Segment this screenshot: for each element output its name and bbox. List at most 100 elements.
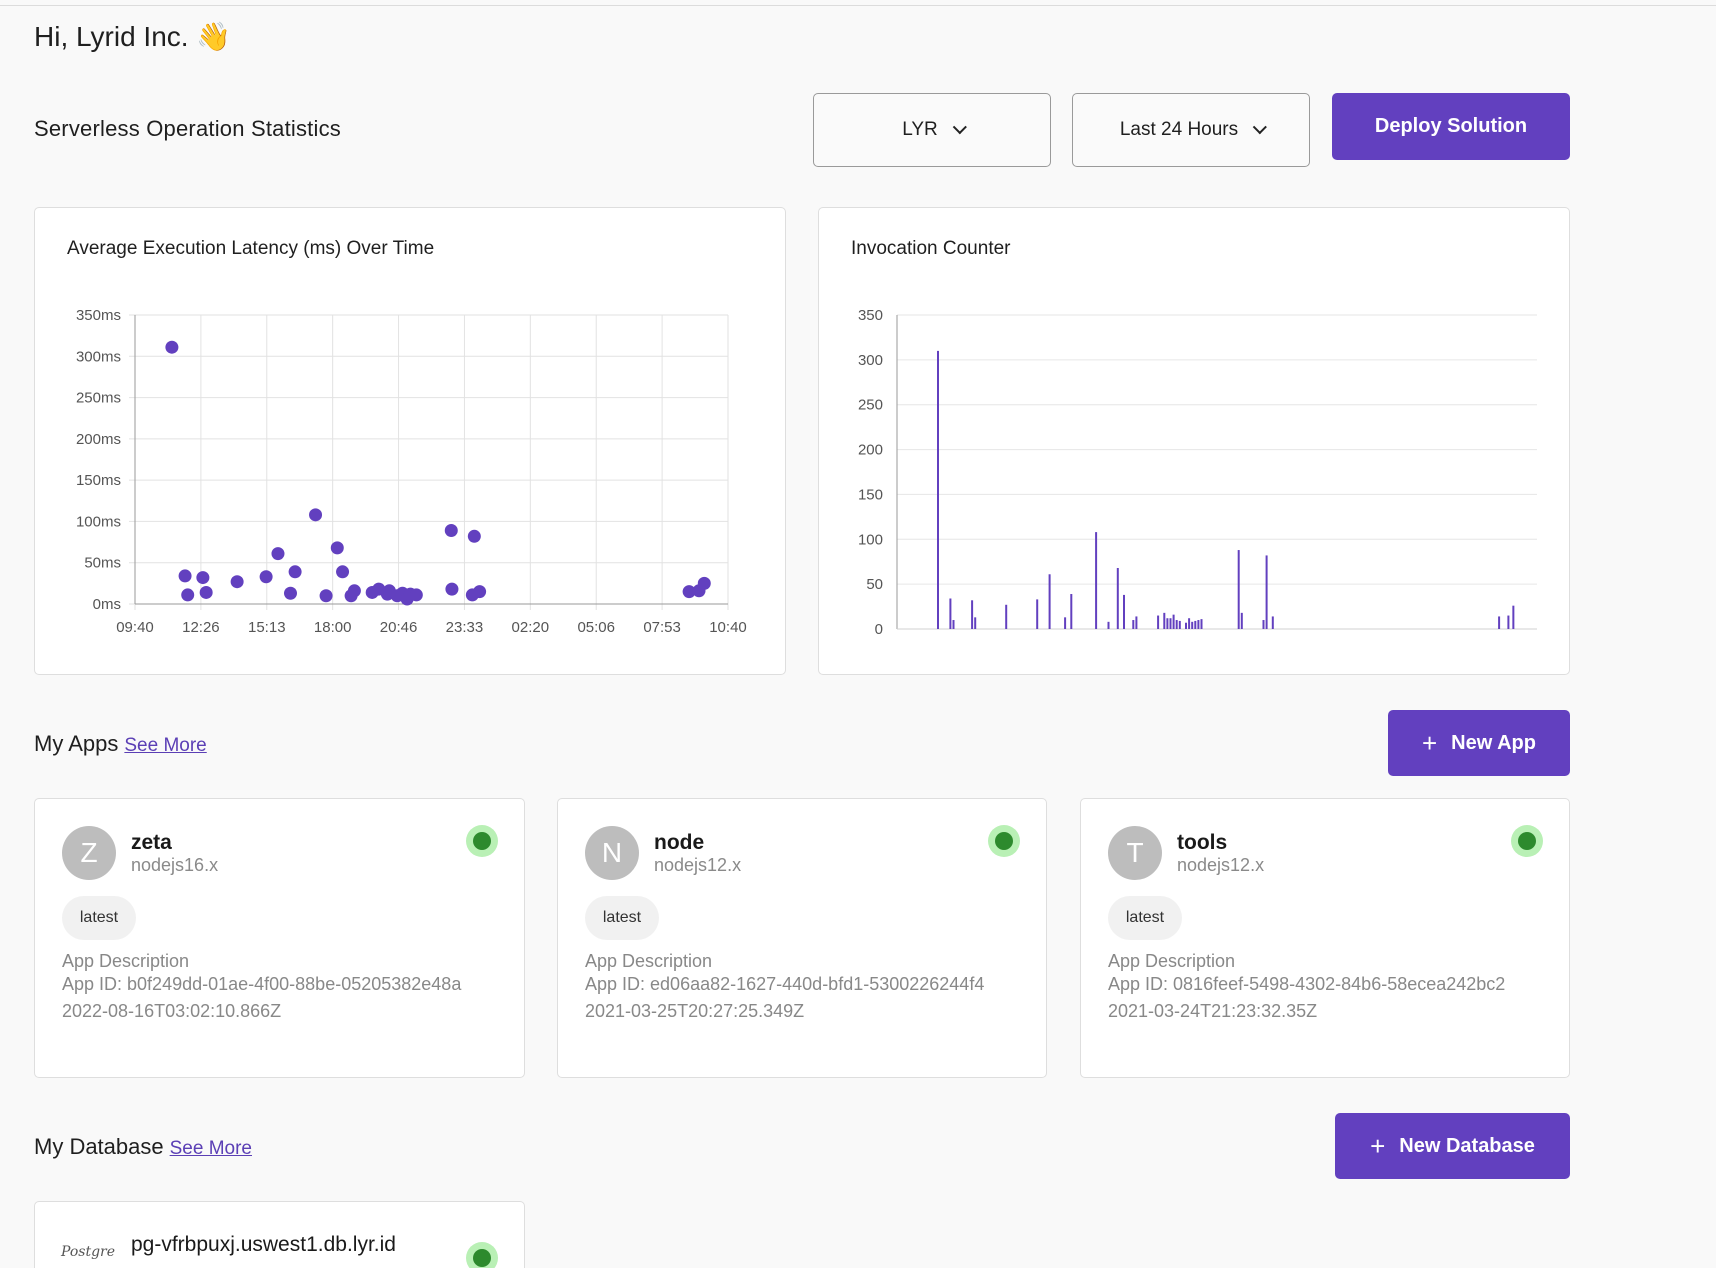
bar: [1064, 617, 1067, 629]
y-tick-label: 150: [858, 486, 883, 503]
apps-see-more-link[interactable]: See More: [124, 735, 207, 756]
y-tick-label: 50: [866, 576, 883, 593]
x-tick-label: 05:06: [577, 619, 615, 636]
version-tag: latest: [62, 896, 136, 940]
y-tick-label: 250: [858, 397, 883, 414]
app-name: tools: [1177, 831, 1228, 854]
data-point: [259, 570, 273, 584]
x-tick-label: 09:40: [116, 619, 154, 636]
bar: [1194, 620, 1197, 629]
data-point: [467, 529, 481, 543]
time-range-select[interactable]: Last 24 Hours: [1072, 93, 1310, 167]
y-tick-label: 350ms: [76, 307, 121, 324]
y-tick-label: 0: [875, 621, 883, 638]
app-card[interactable]: N node nodejs12.x latest App Description…: [557, 798, 1047, 1078]
chevron-down-icon: [952, 120, 967, 135]
data-point: [319, 589, 333, 603]
bar: [1178, 620, 1181, 629]
my-apps-title: My Apps: [34, 731, 119, 756]
y-tick-label: 250ms: [76, 390, 121, 407]
new-database-label: New Database: [1399, 1134, 1535, 1157]
app-id: App ID: ed06aa82-1627-440d-bfd1-53002262…: [585, 974, 985, 994]
data-point: [347, 584, 361, 598]
top-divider: [0, 5, 1716, 6]
x-tick-label: 20:46: [380, 619, 418, 636]
data-point: [330, 541, 344, 555]
data-point: [473, 585, 487, 599]
time-range-select-value: Last 24 Hours: [1119, 119, 1239, 140]
data-point: [283, 586, 297, 600]
app-card[interactable]: T tools nodejs12.x latest App Descriptio…: [1080, 798, 1570, 1078]
x-tick-label: 10:40: [709, 619, 747, 636]
data-point: [271, 547, 285, 561]
app-description: App Description: [1108, 951, 1236, 971]
data-point: [165, 340, 179, 354]
version-tag: latest: [1108, 896, 1182, 940]
x-tick-label: 07:53: [643, 619, 681, 636]
app-card[interactable]: Z zeta nodejs16.x latest App Description…: [34, 798, 525, 1078]
status-indicator: [466, 825, 498, 857]
new-database-button[interactable]: + New Database: [1335, 1113, 1570, 1179]
data-point: [178, 569, 192, 583]
bar: [1262, 620, 1265, 629]
invocation-chart-card: Invocation Counter 0 50 100 150 200 250 300 350: [818, 207, 1570, 675]
latency-chart-title: Average Execution Latency (ms) Over Time: [67, 238, 435, 259]
bar: [1036, 599, 1039, 629]
y-tick-label: 0ms: [93, 596, 121, 613]
plus-icon: +: [1421, 728, 1438, 758]
chevron-down-icon: [1252, 120, 1268, 135]
app-runtime: nodejs16.x: [131, 855, 219, 875]
app-description: App Description: [585, 951, 713, 971]
data-point: [336, 565, 350, 579]
my-database-header: My Database See More: [34, 1134, 252, 1160]
x-tick-label: 18:00: [314, 619, 352, 636]
y-tick-label: 300ms: [76, 348, 121, 365]
app-runtime: nodejs12.x: [654, 855, 742, 875]
bar: [1135, 616, 1138, 629]
database-see-more-link[interactable]: See More: [169, 1138, 252, 1159]
deploy-solution-button[interactable]: Deploy Solution: [1332, 93, 1570, 160]
bar: [1197, 620, 1200, 629]
bar: [1048, 574, 1051, 629]
bar: [1265, 555, 1268, 629]
plus-icon: +: [1370, 1131, 1386, 1161]
data-point: [309, 508, 323, 522]
bar: [1107, 621, 1110, 629]
data-point: [199, 585, 213, 599]
invocation-chart-title: Invocation Counter: [851, 238, 1011, 259]
y-tick-label: 50ms: [84, 555, 121, 572]
y-tick-label: 150ms: [76, 472, 121, 489]
data-point: [196, 571, 210, 585]
bar: [1095, 532, 1098, 629]
version-tag: latest: [585, 896, 659, 940]
data-point: [697, 576, 711, 590]
database-card[interactable]: Postgre pg-vfrbpuxj.uswest1.db.lyr.id: [34, 1201, 525, 1268]
bar: [1185, 622, 1187, 629]
page-greeting: Hi, Lyrid Inc. 👋: [34, 21, 232, 52]
x-tick-label: 12:26: [182, 619, 220, 636]
y-tick-label: 200ms: [76, 431, 121, 448]
invocation-bar-chart: 0 50 100 150 200 250 300 350: [858, 307, 1537, 638]
app-details: App Description App ID: 0816feef-5498-43…: [1108, 950, 1508, 1023]
bar: [1070, 594, 1073, 629]
y-tick-label: 200: [858, 442, 883, 459]
app-runtime: nodejs12.x: [1177, 855, 1265, 875]
bar: [971, 600, 974, 629]
data-point: [230, 575, 244, 589]
region-select[interactable]: LYR: [813, 93, 1051, 167]
data-point: [682, 585, 696, 599]
bar: [1200, 619, 1203, 629]
app-created-date: 2021-03-24T21:23:32.35Z: [1108, 1001, 1318, 1021]
bar: [1166, 618, 1169, 629]
new-app-button[interactable]: + New App: [1388, 710, 1570, 776]
data-point: [288, 565, 302, 579]
app-id: App ID: b0f249dd-01ae-4f00-88be-05205382…: [62, 974, 462, 994]
bar: [1191, 621, 1194, 629]
x-tick-label: 23:33: [446, 619, 484, 636]
bar: [1157, 615, 1160, 629]
data-point: [444, 524, 458, 538]
app-id: App ID: 0816feef-5498-4302-84b6-58ecea24…: [1108, 974, 1506, 994]
bar: [1163, 612, 1166, 629]
status-indicator: [466, 1242, 498, 1268]
bar: [1237, 550, 1240, 629]
